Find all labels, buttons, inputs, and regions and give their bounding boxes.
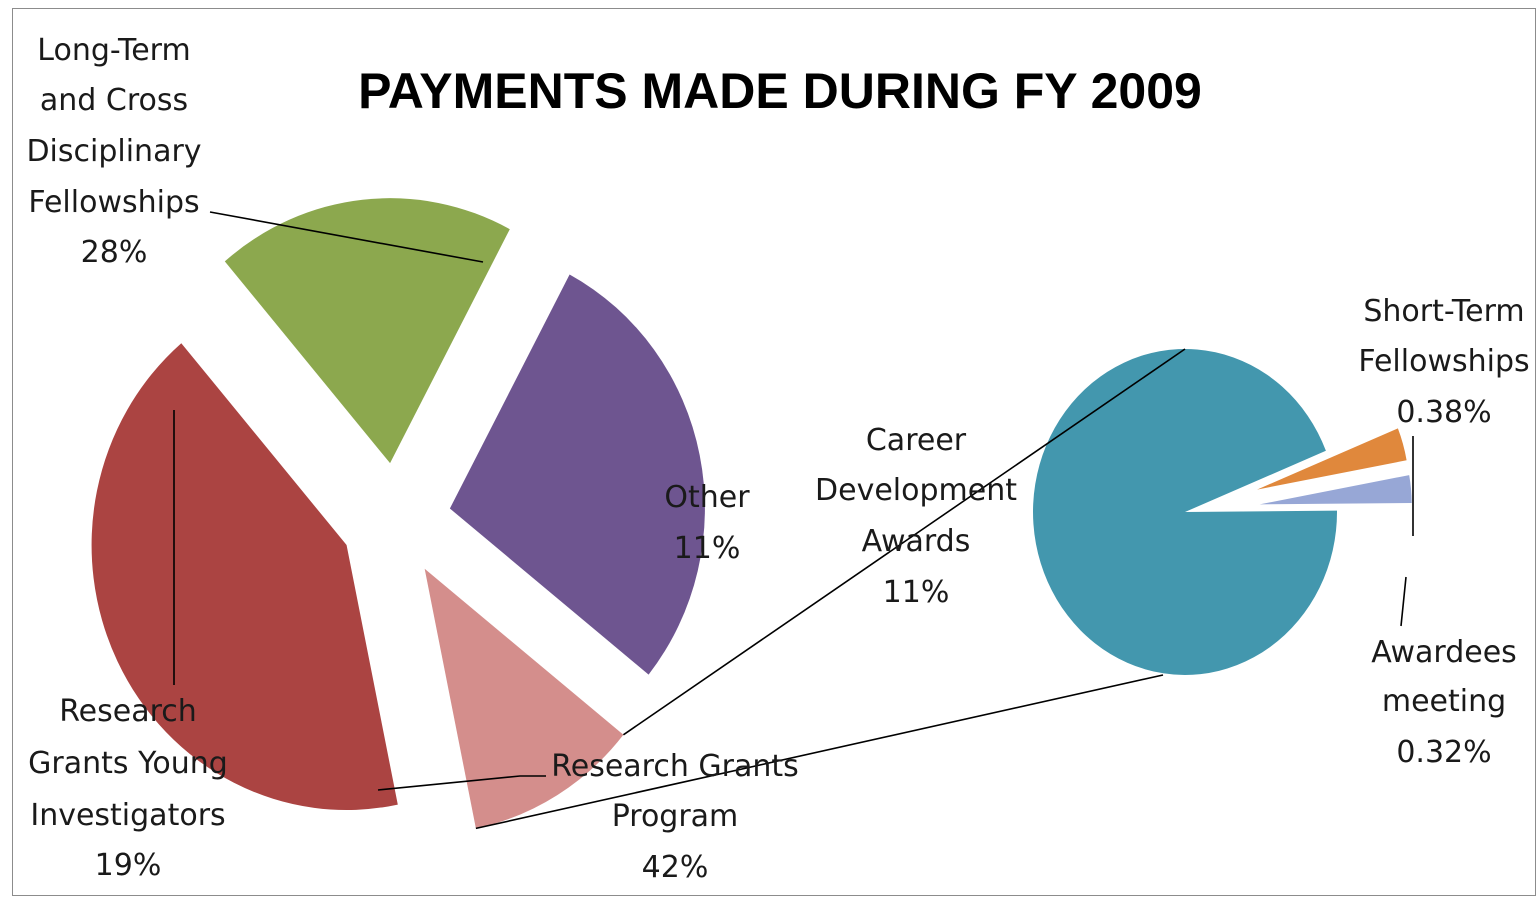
slice-label-line: Fellowships — [28, 185, 199, 220]
slice-percent-label: 28% — [81, 235, 148, 270]
slice-percent-label: 11% — [883, 575, 950, 610]
slice-label-line: Long-Term — [37, 33, 190, 68]
label-career-development-awards: Career Development Awards 11% — [815, 423, 1017, 610]
slice-label-line: Investigators — [30, 798, 225, 833]
slice-label-line: Research Grants — [551, 749, 799, 784]
label-awardees-meeting: Awardees meeting 0.32% — [1371, 635, 1517, 770]
label-research-grants-young-investigators: Research Grants Young Investigators 19% — [28, 694, 228, 883]
slice-label-line: and Cross — [40, 83, 188, 118]
slice-label-line: Disciplinary — [26, 134, 201, 169]
label-other: Other 11% — [664, 480, 750, 566]
secondary-slice-awardees-meeting — [1259, 475, 1412, 505]
leader-lines — [173, 211, 1414, 830]
slice-percent-label: 11% — [674, 531, 741, 566]
chart-title: PAYMENTS MADE DURING FY 2009 — [358, 63, 1202, 119]
slice-label-line: Fellowships — [1358, 344, 1529, 379]
connector-line-top — [622, 348, 1186, 736]
slice-label-line: Grants Young — [28, 746, 228, 781]
slice-label-line: Research — [59, 694, 197, 729]
main-slice-research-grants-program — [91, 343, 398, 811]
slice-label-line: Awards — [862, 524, 971, 559]
slice-label-line: Awardees — [1371, 635, 1517, 670]
label-research-grants-program: Research Grants Program 42% — [551, 749, 799, 885]
slices-layer — [91, 198, 1412, 829]
slice-label-line: Development — [815, 473, 1017, 508]
slice-label-line: Short-Term — [1363, 294, 1524, 329]
label-short-term-fellowships: Short-Term Fellowships 0.38% — [1358, 294, 1529, 430]
slice-label-line: Career — [866, 423, 967, 458]
secondary-slice-career-development-awards — [1033, 348, 1338, 675]
slice-label-line: meeting — [1382, 684, 1506, 719]
secondary-slice-short-term-fellowships — [1257, 428, 1407, 490]
main-slice-other — [424, 568, 624, 829]
slice-label-line: Program — [612, 799, 739, 834]
slice-percent-label: 42% — [642, 850, 709, 885]
slice-percent-label: 19% — [95, 848, 162, 883]
leader-line-awardees-meeting — [1400, 576, 1407, 627]
leader-line-long-term-fellowships — [209, 211, 484, 263]
label-long-term-fellowships: Long-Term and Cross Disciplinary Fellows… — [26, 33, 201, 270]
main-slice-long-term-and-cross-disciplinary-fellowships — [449, 274, 705, 675]
leader-line-research-grants-program — [377, 775, 546, 791]
connector-line-bottom — [475, 674, 1164, 830]
slice-percent-label: 0.32% — [1396, 735, 1491, 770]
main-slice-research-grants-young-investigators — [224, 198, 510, 464]
slice-percent-label: 0.38% — [1396, 395, 1491, 430]
slice-label-line: Other — [664, 480, 750, 515]
